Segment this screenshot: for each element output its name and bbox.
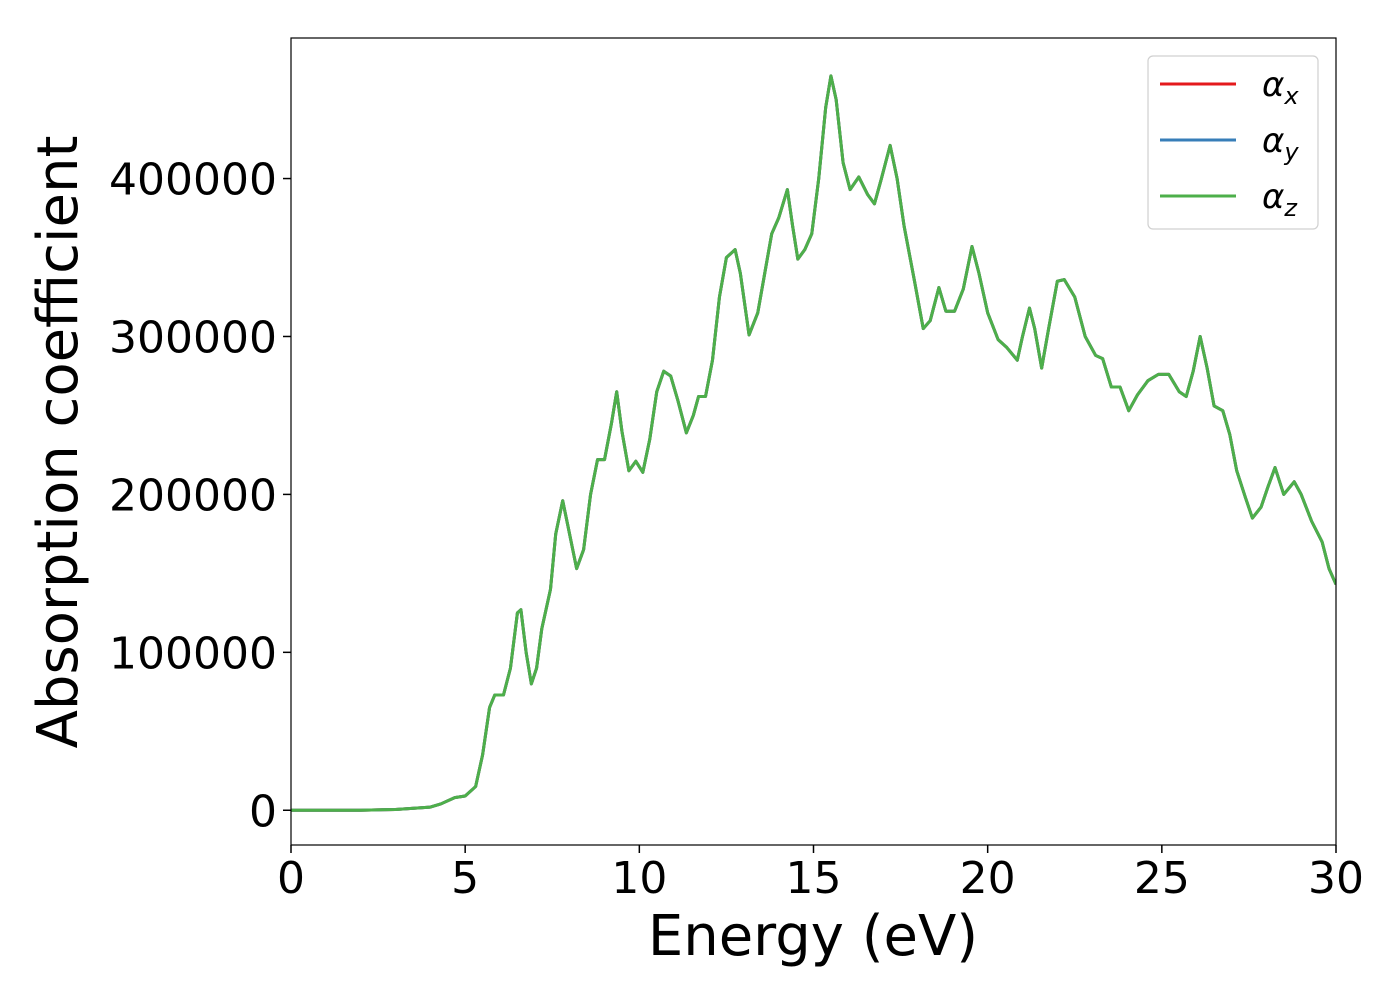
- y-tick-label: 300000: [109, 312, 277, 363]
- legend-label: αy: [1262, 121, 1299, 166]
- x-tick-label: 10: [611, 853, 667, 904]
- plot-frame: [290, 37, 1337, 846]
- x-tick-label: 20: [960, 853, 1016, 904]
- y-tick-label: 100000: [109, 628, 277, 679]
- y-tick-label: 200000: [109, 470, 277, 521]
- y-axis-label: Absorption coefficient: [26, 136, 91, 749]
- legend-box: [1147, 55, 1319, 230]
- y-tick-label: 0: [249, 786, 277, 837]
- line-series: [291, 74, 1336, 812]
- x-axis-label: Energy (eV): [648, 904, 978, 969]
- legend-label: αx: [1262, 65, 1299, 110]
- x-tick-label: 5: [451, 853, 479, 904]
- x-tick-label: 25: [1134, 853, 1190, 904]
- y-tick-label: 400000: [109, 155, 277, 206]
- x-tick-label: 30: [1308, 853, 1364, 904]
- x-tick-label: 15: [786, 853, 842, 904]
- legend: αx αy αz: [1147, 55, 1319, 230]
- x-tick-label: 0: [277, 853, 305, 904]
- legend-label: αz: [1262, 177, 1298, 222]
